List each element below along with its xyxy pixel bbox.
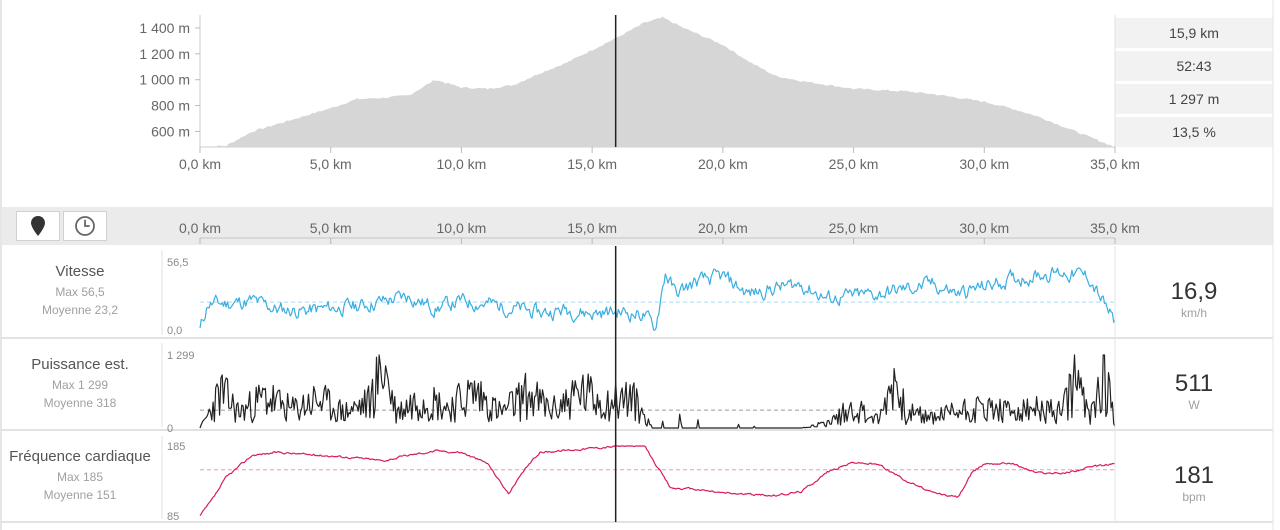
left-border bbox=[0, 0, 2, 530]
toolbar-x-tick-label: 10,0 km bbox=[437, 220, 487, 236]
clock-icon bbox=[75, 216, 95, 236]
row-name: Puissance est. bbox=[31, 356, 129, 373]
row-value-heart-rate: 181 bpm bbox=[1115, 462, 1273, 504]
row-average: Moyenne 151 bbox=[43, 488, 117, 502]
map-pin-icon bbox=[31, 216, 45, 236]
series-line bbox=[199, 266, 1116, 331]
elevation-y-tick-label: 1 200 m bbox=[139, 46, 190, 62]
time-mode-button[interactable] bbox=[63, 211, 107, 241]
toolbar-x-tick-label: 5,0 km bbox=[310, 220, 352, 236]
summary-elevation: 1 297 m bbox=[1115, 84, 1273, 114]
elevation-x-tick-label: 30,0 km bbox=[959, 156, 1009, 172]
summary-grade: 13,5 % bbox=[1115, 117, 1273, 147]
elevation-x-tick-label: 0,0 km bbox=[179, 156, 221, 172]
row-average: Moyenne 318 bbox=[43, 396, 117, 410]
row-y-tick-label: 85 bbox=[167, 511, 179, 523]
toolbar-x-tick-label: 20,0 km bbox=[698, 220, 748, 236]
series-line bbox=[199, 445, 1116, 517]
row-y-tick-label: 185 bbox=[167, 441, 185, 453]
toolbar-x-tick-label: 30,0 km bbox=[959, 220, 1009, 236]
toolbar-x-tick-label: 25,0 km bbox=[829, 220, 879, 236]
row-y-tick-label: 1 299 bbox=[167, 350, 195, 362]
toolbar-x-tick-label: 35,0 km bbox=[1090, 220, 1140, 236]
row-max: Max 1 299 bbox=[51, 378, 109, 392]
elevation-x-tick-label: 25,0 km bbox=[829, 156, 879, 172]
row-label-speed: Vitesse Max 56,5 Moyenne 23,2 bbox=[0, 263, 160, 318]
elevation-y-tick-label: 1 000 m bbox=[139, 72, 190, 88]
series-line bbox=[199, 354, 1116, 429]
row-max: Max 185 bbox=[56, 470, 104, 484]
row-y-tick-label: 56,5 bbox=[167, 257, 188, 269]
row-y-tick-label: 0 bbox=[167, 423, 173, 435]
toolbar-x-tick-label: 0,0 km bbox=[179, 220, 221, 236]
elevation-y-tick-label: 1 400 m bbox=[139, 20, 190, 36]
current-unit: km/h bbox=[1180, 306, 1207, 320]
current-value: 16,9 bbox=[1170, 278, 1218, 305]
elevation-x-tick-label: 10,0 km bbox=[437, 156, 487, 172]
elevation-y-tick-label: 600 m bbox=[151, 123, 190, 139]
elevation-x-tick-label: 5,0 km bbox=[310, 156, 352, 172]
row-name: Vitesse bbox=[55, 263, 105, 280]
row-value-speed: 16,9 km/h bbox=[1115, 278, 1273, 320]
axis-toolbar bbox=[2, 207, 1273, 245]
elevation-x-tick-label: 35,0 km bbox=[1090, 156, 1140, 172]
elevation-x-tick-label: 15,0 km bbox=[567, 156, 617, 172]
elevation-y-tick-label: 800 m bbox=[151, 98, 190, 114]
summary-time: 52:43 bbox=[1115, 51, 1273, 81]
row-max: Max 56,5 bbox=[55, 285, 105, 299]
elevation-x-tick-label: 20,0 km bbox=[698, 156, 748, 172]
distance-mode-button[interactable] bbox=[16, 211, 60, 241]
current-unit: bpm bbox=[1182, 490, 1206, 504]
toolbar-x-tick-label: 15,0 km bbox=[567, 220, 617, 236]
row-average: Moyenne 23,2 bbox=[41, 303, 119, 317]
summary-distance: 15,9 km bbox=[1115, 18, 1273, 48]
row-name: Fréquence cardiaque bbox=[9, 448, 151, 465]
row-y-tick-label: 0,0 bbox=[167, 325, 182, 337]
elevation-area bbox=[200, 16, 1115, 148]
current-value: 511 bbox=[1174, 370, 1214, 397]
row-label-power: Puissance est. Max 1 299 Moyenne 318 bbox=[0, 356, 160, 411]
row-value-power: 511 W bbox=[1115, 370, 1273, 412]
row-label-heart-rate: Fréquence cardiaque Max 185 Moyenne 151 bbox=[0, 448, 160, 503]
current-unit: W bbox=[1188, 398, 1200, 412]
current-value: 181 bbox=[1173, 462, 1215, 489]
